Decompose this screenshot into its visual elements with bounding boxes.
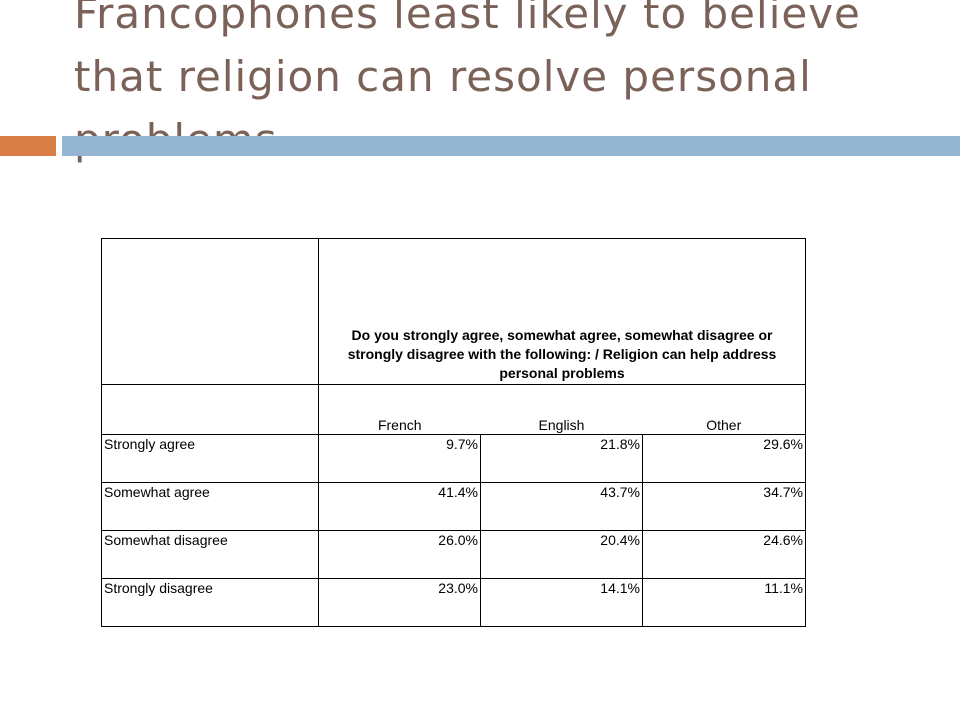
row-label: Strongly agree: [101, 434, 319, 483]
accent-bar: [0, 136, 56, 156]
table-row: Strongly disagree 23.0% 14.1% 11.1%: [101, 578, 806, 627]
title-underline-bar: [62, 136, 960, 156]
column-header-english: English: [480, 384, 643, 435]
table-row: Somewhat agree 41.4% 43.7% 34.7%: [101, 482, 806, 531]
column-header-other: Other: [642, 384, 806, 435]
cell-value: 14.1%: [480, 578, 643, 627]
cell-value: 9.7%: [318, 434, 481, 483]
column-header-french: French: [318, 384, 481, 435]
column-header-corner: [101, 384, 319, 435]
cell-value: 26.0%: [318, 530, 481, 579]
cell-value: 21.8%: [480, 434, 643, 483]
cell-value: 29.6%: [642, 434, 806, 483]
slide-title: Francophones least likely to believe tha…: [74, 0, 861, 164]
cell-value: 24.6%: [642, 530, 806, 579]
row-label: Somewhat disagree: [101, 530, 319, 579]
row-label: Strongly disagree: [101, 578, 319, 627]
cell-value: 11.1%: [642, 578, 806, 627]
row-label: Somewhat agree: [101, 482, 319, 531]
cell-value: 43.7%: [480, 482, 643, 531]
table-row: Somewhat disagree 26.0% 20.4% 24.6%: [101, 530, 806, 579]
question-header-row: Do you strongly agree, somewhat agree, s…: [101, 238, 806, 385]
cell-value: 23.0%: [318, 578, 481, 627]
cell-value: 20.4%: [480, 530, 643, 579]
cell-value: 41.4%: [318, 482, 481, 531]
column-header-row: French English Other: [101, 384, 806, 435]
survey-question: Do you strongly agree, somewhat agree, s…: [318, 238, 806, 385]
data-table-container: Do you strongly agree, somewhat agree, s…: [101, 238, 806, 627]
cell-value: 34.7%: [642, 482, 806, 531]
data-table: Do you strongly agree, somewhat agree, s…: [101, 238, 806, 627]
header-corner-cell: [101, 238, 319, 385]
table-row: Strongly agree 9.7% 21.8% 29.6%: [101, 434, 806, 483]
